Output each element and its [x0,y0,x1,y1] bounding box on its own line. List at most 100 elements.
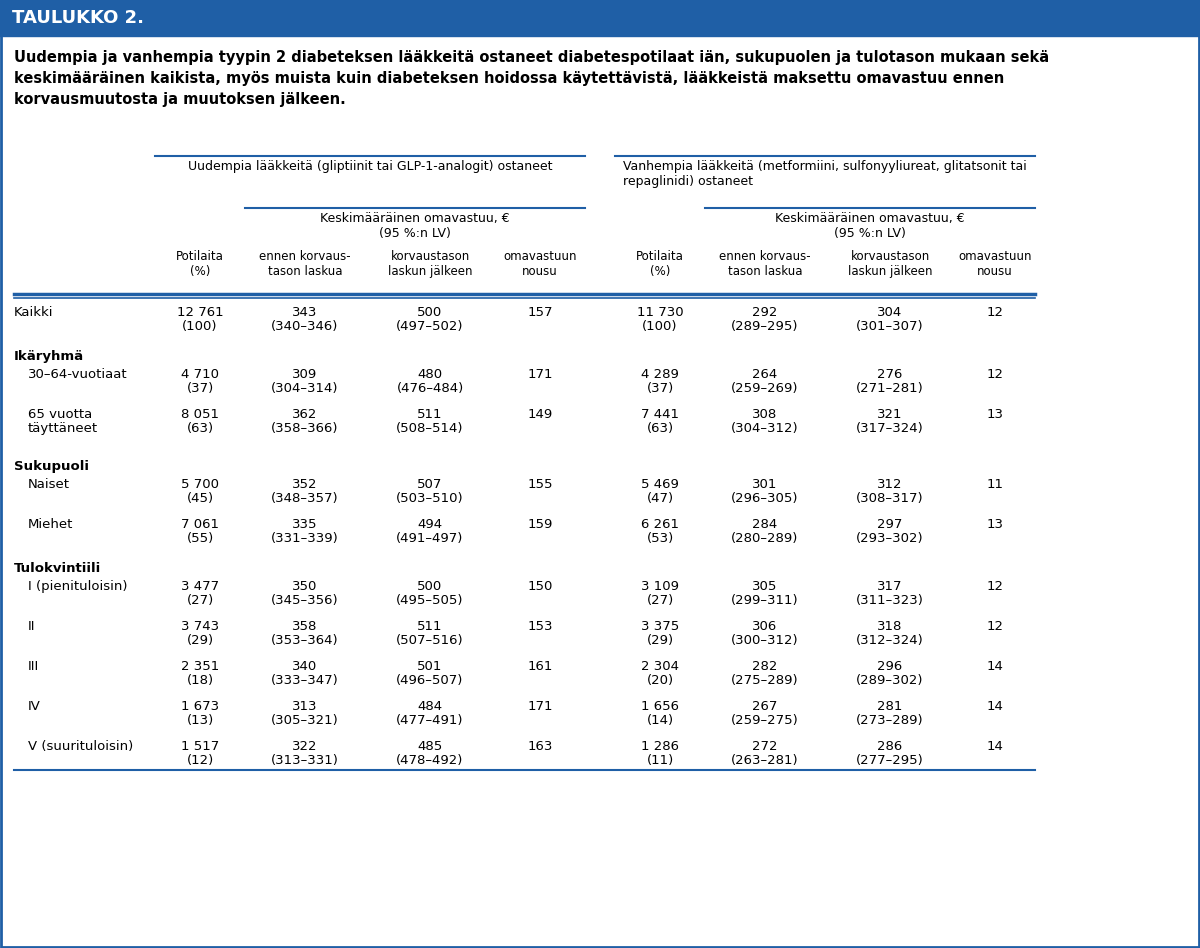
Text: (259–269): (259–269) [731,382,799,395]
Text: korvaustason
laskun jälkeen: korvaustason laskun jälkeen [847,250,932,278]
Text: I (pienituloisin): I (pienituloisin) [28,580,127,593]
Text: 6 261: 6 261 [641,518,679,531]
Text: 362: 362 [293,408,318,421]
Text: (27): (27) [647,594,673,607]
Text: (14): (14) [647,714,673,727]
Text: 309: 309 [293,368,318,381]
Text: 14: 14 [986,660,1003,673]
Text: (45): (45) [186,492,214,505]
Text: (304–312): (304–312) [731,422,799,435]
Text: 157: 157 [527,306,553,319]
Text: (20): (20) [647,674,673,687]
Text: 494: 494 [418,518,443,531]
Text: Naiset: Naiset [28,478,70,491]
Text: omavastuun
nousu: omavastuun nousu [503,250,577,278]
Text: 267: 267 [752,700,778,713]
Text: 2 351: 2 351 [181,660,220,673]
Text: 507: 507 [418,478,443,491]
Text: 153: 153 [527,620,553,633]
Text: (491–497): (491–497) [396,532,463,545]
Text: 11 730: 11 730 [637,306,683,319]
Text: (263–281): (263–281) [731,754,799,767]
Text: 343: 343 [293,306,318,319]
Text: III: III [28,660,40,673]
Text: 350: 350 [293,580,318,593]
Text: Potilaita
(%): Potilaita (%) [636,250,684,278]
Text: 171: 171 [527,368,553,381]
Text: 308: 308 [752,408,778,421]
Text: 322: 322 [293,740,318,753]
Text: 161: 161 [527,660,553,673]
Text: 306: 306 [752,620,778,633]
Text: Keskimääräinen omavastuu, €
(95 %:n LV): Keskimääräinen omavastuu, € (95 %:n LV) [775,212,965,240]
Text: (476–484): (476–484) [396,382,463,395]
Text: (299–311): (299–311) [731,594,799,607]
Text: 281: 281 [877,700,902,713]
Text: (296–305): (296–305) [731,492,799,505]
Text: 3 109: 3 109 [641,580,679,593]
Text: 500: 500 [418,580,443,593]
Text: (277–295): (277–295) [856,754,924,767]
Text: 313: 313 [293,700,318,713]
Text: (47): (47) [647,492,673,505]
Text: 2 304: 2 304 [641,660,679,673]
Text: 511: 511 [418,620,443,633]
Text: 163: 163 [527,740,553,753]
Text: (13): (13) [186,714,214,727]
Text: (331–339): (331–339) [271,532,338,545]
Text: (348–357): (348–357) [271,492,338,505]
Text: 5 700: 5 700 [181,478,220,491]
Text: Vanhempia lääkkeitä (metformiini, sulfonyyliureat, glitatsonit tai
repaglinidi) : Vanhempia lääkkeitä (metformiini, sulfon… [623,160,1027,188]
Text: Ikäryhmä: Ikäryhmä [14,350,84,363]
Text: Kaikki: Kaikki [14,306,54,319]
Text: 12: 12 [986,368,1003,381]
Text: 12: 12 [986,620,1003,633]
Text: 335: 335 [293,518,318,531]
Text: 511: 511 [418,408,443,421]
Text: (496–507): (496–507) [396,674,463,687]
Text: (293–302): (293–302) [856,532,924,545]
Text: Keskimääräinen omavastuu, €
(95 %:n LV): Keskimääräinen omavastuu, € (95 %:n LV) [320,212,510,240]
Text: (273–289): (273–289) [856,714,924,727]
Text: (317–324): (317–324) [856,422,924,435]
Text: omavastuun
nousu: omavastuun nousu [959,250,1032,278]
Text: 484: 484 [418,700,443,713]
Text: 3 477: 3 477 [181,580,220,593]
Text: (301–307): (301–307) [856,320,924,333]
Text: 286: 286 [877,740,902,753]
Text: 12 761: 12 761 [176,306,223,319]
Text: (353–364): (353–364) [271,634,338,647]
Text: (497–502): (497–502) [396,320,463,333]
Text: (53): (53) [647,532,673,545]
Text: (311–323): (311–323) [856,594,924,607]
Text: (300–312): (300–312) [731,634,799,647]
Text: 12: 12 [986,306,1003,319]
Text: 65 vuotta: 65 vuotta [28,408,92,421]
Text: 7 441: 7 441 [641,408,679,421]
Text: (478–492): (478–492) [396,754,463,767]
Text: (507–516): (507–516) [396,634,464,647]
Text: (11): (11) [647,754,673,767]
Text: Uudempia lääkkeitä (gliptiinit tai GLP-1-analogit) ostaneet: Uudempia lääkkeitä (gliptiinit tai GLP-1… [187,160,552,173]
Text: II: II [28,620,36,633]
Text: (477–491): (477–491) [396,714,463,727]
Text: 7 061: 7 061 [181,518,220,531]
Text: TAULUKKO 2.: TAULUKKO 2. [12,9,144,27]
Text: (63): (63) [186,422,214,435]
Text: 292: 292 [752,306,778,319]
Text: (305–321): (305–321) [271,714,338,727]
Text: 149: 149 [527,408,553,421]
Text: Potilaita
(%): Potilaita (%) [176,250,224,278]
Text: 500: 500 [418,306,443,319]
Text: 284: 284 [752,518,778,531]
Text: 30–64-vuotiaat: 30–64-vuotiaat [28,368,127,381]
Text: 1 656: 1 656 [641,700,679,713]
Text: (358–366): (358–366) [271,422,338,435]
Text: 272: 272 [752,740,778,753]
Text: 12: 12 [986,580,1003,593]
Text: 5 469: 5 469 [641,478,679,491]
Text: 501: 501 [418,660,443,673]
Text: 321: 321 [877,408,902,421]
Text: (29): (29) [186,634,214,647]
Text: 264: 264 [752,368,778,381]
